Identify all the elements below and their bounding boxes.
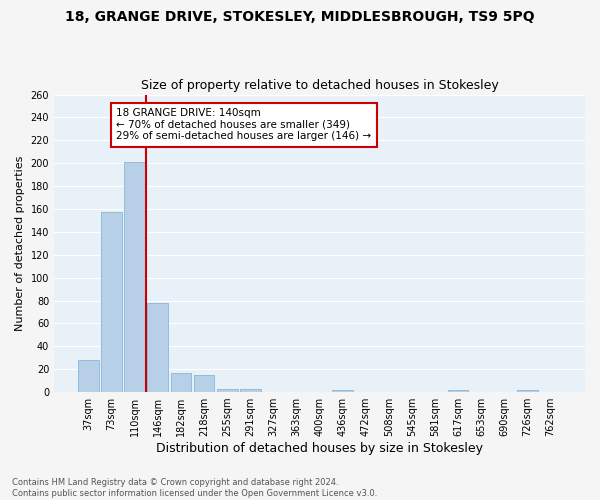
- Bar: [124, 162, 145, 392]
- Title: Size of property relative to detached houses in Stokesley: Size of property relative to detached ho…: [140, 79, 499, 92]
- Bar: [194, 375, 214, 392]
- Bar: [78, 360, 99, 392]
- Bar: [217, 388, 238, 392]
- X-axis label: Distribution of detached houses by size in Stokesley: Distribution of detached houses by size …: [156, 442, 483, 455]
- Bar: [170, 372, 191, 392]
- Bar: [148, 303, 168, 392]
- Text: 18 GRANGE DRIVE: 140sqm
← 70% of detached houses are smaller (349)
29% of semi-d: 18 GRANGE DRIVE: 140sqm ← 70% of detache…: [116, 108, 371, 142]
- Bar: [448, 390, 469, 392]
- Bar: [101, 212, 122, 392]
- Text: Contains HM Land Registry data © Crown copyright and database right 2024.
Contai: Contains HM Land Registry data © Crown c…: [12, 478, 377, 498]
- Bar: [332, 390, 353, 392]
- Text: 18, GRANGE DRIVE, STOKESLEY, MIDDLESBROUGH, TS9 5PQ: 18, GRANGE DRIVE, STOKESLEY, MIDDLESBROU…: [65, 10, 535, 24]
- Bar: [240, 388, 260, 392]
- Bar: [517, 390, 538, 392]
- Y-axis label: Number of detached properties: Number of detached properties: [15, 156, 25, 331]
